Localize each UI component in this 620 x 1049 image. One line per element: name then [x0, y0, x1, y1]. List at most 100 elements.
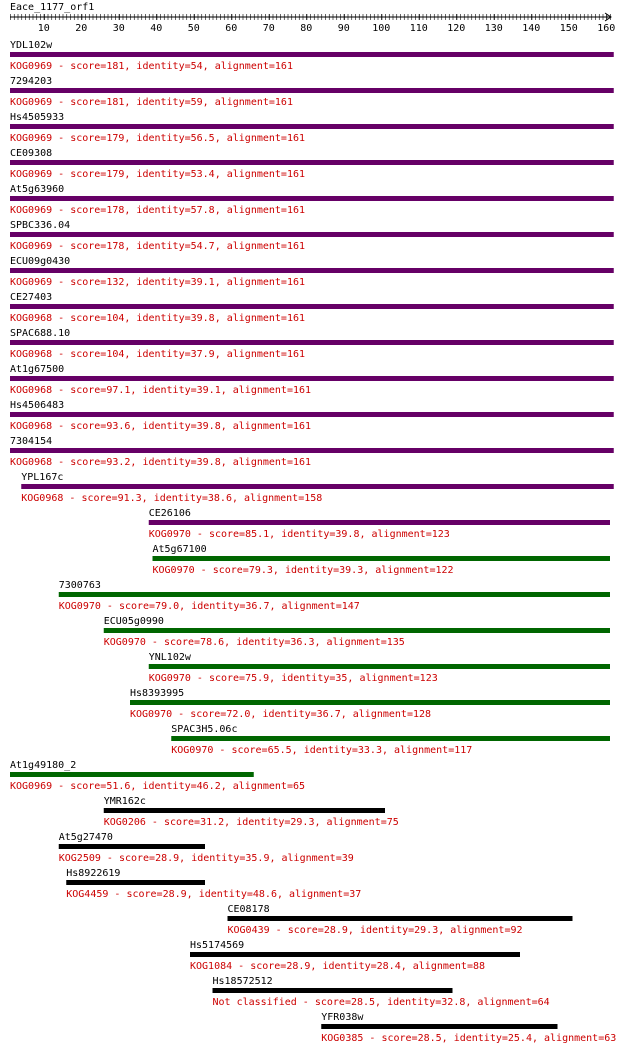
- hit-bar[interactable]: [10, 88, 614, 93]
- hit-bar[interactable]: [10, 376, 614, 381]
- hit-bar[interactable]: [10, 160, 614, 165]
- hit-bar[interactable]: [212, 988, 453, 993]
- hit-description[interactable]: KOG0969 - score=179, identity=56.5, alig…: [10, 133, 305, 144]
- ruler-label: 80: [300, 23, 312, 34]
- hit-description[interactable]: KOG0969 - score=132, identity=39.1, alig…: [10, 277, 305, 288]
- hit-bar[interactable]: [10, 412, 614, 417]
- hit-bar[interactable]: [103, 628, 610, 633]
- hit-description[interactable]: KOG0970 - score=75.9, identity=35, align…: [149, 673, 438, 684]
- hit-row[interactable]: ECU05g0990 KOG0970 - score=78.6, identity…: [103, 616, 610, 648]
- hit-row[interactable]: CE26106 KOG0970 - score=85.1, identity=39…: [148, 508, 610, 540]
- hit-description[interactable]: KOG0385 - score=28.5, identity=25.4, ali…: [321, 1033, 616, 1044]
- hit-name: SPBC336.04: [10, 220, 70, 231]
- hit-row[interactable]: YDL102w KOG0969 - score=181, identity=54,…: [10, 40, 614, 72]
- hit-row[interactable]: ECU09g0430 KOG0969 - score=132, identity=…: [10, 256, 614, 288]
- hit-bar[interactable]: [10, 340, 614, 345]
- hit-name: Hs18572512: [213, 976, 273, 987]
- hit-description[interactable]: Not classified - score=28.5, identity=32…: [213, 997, 550, 1008]
- hit-row[interactable]: At5g63960 KOG0969 - score=178, identity=5…: [10, 184, 614, 216]
- hit-row[interactable]: YNL102w KOG0970 - score=75.9, identity=35…: [148, 652, 610, 684]
- hit-description[interactable]: KOG0970 - score=72.0, identity=36.7, ali…: [130, 709, 431, 720]
- hit-row[interactable]: Hs8393995 KOG0970 - score=72.0, identity=…: [130, 688, 610, 720]
- hit-name: 7300763: [59, 580, 101, 591]
- hit-description[interactable]: KOG0968 - score=93.2, identity=39.8, ali…: [10, 457, 311, 468]
- hit-row[interactable]: CE08178 KOG0439 - score=28.9, identity=29…: [227, 904, 573, 936]
- hit-name: YNL102w: [149, 652, 192, 663]
- hit-bar[interactable]: [227, 916, 573, 921]
- hit-description[interactable]: KOG0968 - score=93.6, identity=39.8, ali…: [10, 421, 311, 432]
- ruler-label: 150: [560, 23, 578, 34]
- hit-row[interactable]: At5g27470 KOG2509 - score=28.9, identity=…: [58, 832, 354, 864]
- hit-row[interactable]: SPAC688.10 KOG0968 - score=104, identity=…: [10, 328, 614, 360]
- hit-row[interactable]: CE09308 KOG0969 - score=179, identity=53.…: [10, 148, 614, 180]
- hit-bar[interactable]: [103, 808, 385, 813]
- hit-row[interactable]: 7294203 KOG0969 - score=181, identity=59,…: [10, 76, 614, 108]
- hit-description[interactable]: KOG0969 - score=181, identity=59, alignm…: [10, 97, 293, 108]
- hit-name: CE08178: [228, 904, 270, 915]
- hit-description[interactable]: KOG0206 - score=31.2, identity=29.3, ali…: [104, 817, 399, 828]
- hit-bar[interactable]: [10, 448, 614, 453]
- hit-row[interactable]: SPAC3H5.06c KOG0970 - score=65.5, identit…: [171, 724, 610, 756]
- hit-row[interactable]: Hs4505933 KOG0969 - score=179, identity=5…: [10, 112, 614, 144]
- hit-row[interactable]: YFR038w KOG0385 - score=28.5, identity=25…: [321, 1012, 616, 1044]
- hit-row[interactable]: CE27403 KOG0968 - score=104, identity=39.…: [10, 292, 614, 324]
- hit-description[interactable]: KOG0968 - score=97.1, identity=39.1, ali…: [10, 385, 311, 396]
- hit-bar[interactable]: [58, 592, 610, 597]
- hit-bar[interactable]: [10, 304, 614, 309]
- hit-name: CE26106: [149, 508, 191, 519]
- hit-name: At5g67100: [153, 544, 207, 555]
- hit-row[interactable]: Hs8922619 KOG4459 - score=28.9, identity=…: [66, 868, 361, 900]
- hit-description[interactable]: KOG0969 - score=178, identity=54.7, alig…: [10, 241, 305, 252]
- hit-row[interactable]: YMR162c KOG0206 - score=31.2, identity=29…: [103, 796, 399, 828]
- hit-bar[interactable]: [58, 844, 205, 849]
- hit-description[interactable]: KOG4459 - score=28.9, identity=48.6, ali…: [66, 889, 361, 900]
- hit-name: 7294203: [10, 76, 52, 87]
- hit-bar[interactable]: [148, 520, 610, 525]
- hit-name: Hs8393995: [130, 688, 184, 699]
- hit-description[interactable]: KOG0970 - score=85.1, identity=39.8, ali…: [149, 529, 450, 540]
- hit-bar[interactable]: [10, 268, 614, 273]
- hit-row[interactable]: YPL167c KOG0968 - score=91.3, identity=38…: [21, 472, 614, 504]
- hit-bar[interactable]: [321, 1024, 558, 1029]
- hit-bar[interactable]: [10, 772, 254, 777]
- hit-bar[interactable]: [10, 232, 614, 237]
- hit-bar[interactable]: [190, 952, 520, 957]
- hit-bar[interactable]: [10, 124, 614, 129]
- hit-name: Hs5174569: [190, 940, 244, 951]
- hit-bar[interactable]: [148, 664, 610, 669]
- hit-description[interactable]: KOG0969 - score=178, identity=57.8, alig…: [10, 205, 305, 216]
- hit-bar[interactable]: [130, 700, 610, 705]
- hit-list: YDL102w KOG0969 - score=181, identity=54,…: [10, 40, 616, 1044]
- hit-bar[interactable]: [152, 556, 611, 561]
- hit-bar[interactable]: [10, 196, 614, 201]
- hit-description[interactable]: KOG0439 - score=28.9, identity=29.3, ali…: [228, 925, 523, 936]
- hit-description[interactable]: KOG0968 - score=91.3, identity=38.6, ali…: [21, 493, 322, 504]
- hit-bar[interactable]: [21, 484, 614, 489]
- hit-row[interactable]: At1g67500 KOG0968 - score=97.1, identity=…: [10, 364, 614, 396]
- hit-name: YFR038w: [321, 1012, 364, 1023]
- hit-description[interactable]: KOG2509 - score=28.9, identity=35.9, ali…: [59, 853, 354, 864]
- hit-row[interactable]: Hs18572512 Not classified - score=28.5, i…: [212, 976, 550, 1008]
- hit-row[interactable]: At5g67100 KOG0970 - score=79.3, identity=…: [152, 544, 611, 576]
- hit-row[interactable]: SPBC336.04 KOG0969 - score=178, identity=…: [10, 220, 614, 252]
- hit-description[interactable]: KOG0969 - score=51.6, identity=46.2, ali…: [10, 781, 305, 792]
- hit-row[interactable]: 7304154 KOG0968 - score=93.2, identity=39…: [10, 436, 614, 468]
- hit-row[interactable]: Hs4506483 KOG0968 - score=93.6, identity=…: [10, 400, 614, 432]
- ruler-label: 120: [447, 23, 465, 34]
- hit-row[interactable]: At1g49180_2 KOG0969 - score=51.6, identit…: [10, 760, 305, 792]
- hit-row[interactable]: Hs5174569 KOG1084 - score=28.9, identity=…: [190, 940, 520, 972]
- hit-row[interactable]: 7300763 KOG0970 - score=79.0, identity=36…: [58, 580, 610, 612]
- hit-bar[interactable]: [10, 52, 614, 57]
- hit-description[interactable]: KOG0970 - score=65.5, identity=33.3, ali…: [171, 745, 472, 756]
- hit-bar[interactable]: [66, 880, 205, 885]
- hit-description[interactable]: KOG0970 - score=78.6, identity=36.3, ali…: [104, 637, 405, 648]
- hit-description[interactable]: KOG0968 - score=104, identity=39.8, alig…: [10, 313, 305, 324]
- hit-description[interactable]: KOG0970 - score=79.0, identity=36.7, ali…: [59, 601, 360, 612]
- hit-description[interactable]: KOG0969 - score=181, identity=54, alignm…: [10, 61, 293, 72]
- hit-description[interactable]: KOG0969 - score=179, identity=53.4, alig…: [10, 169, 305, 180]
- hit-description[interactable]: KOG1084 - score=28.9, identity=28.4, ali…: [190, 961, 485, 972]
- hit-name: ECU05g0990: [104, 616, 164, 627]
- hit-bar[interactable]: [171, 736, 610, 741]
- hit-description[interactable]: KOG0970 - score=79.3, identity=39.3, ali…: [153, 565, 454, 576]
- hit-description[interactable]: KOG0968 - score=104, identity=37.9, alig…: [10, 349, 305, 360]
